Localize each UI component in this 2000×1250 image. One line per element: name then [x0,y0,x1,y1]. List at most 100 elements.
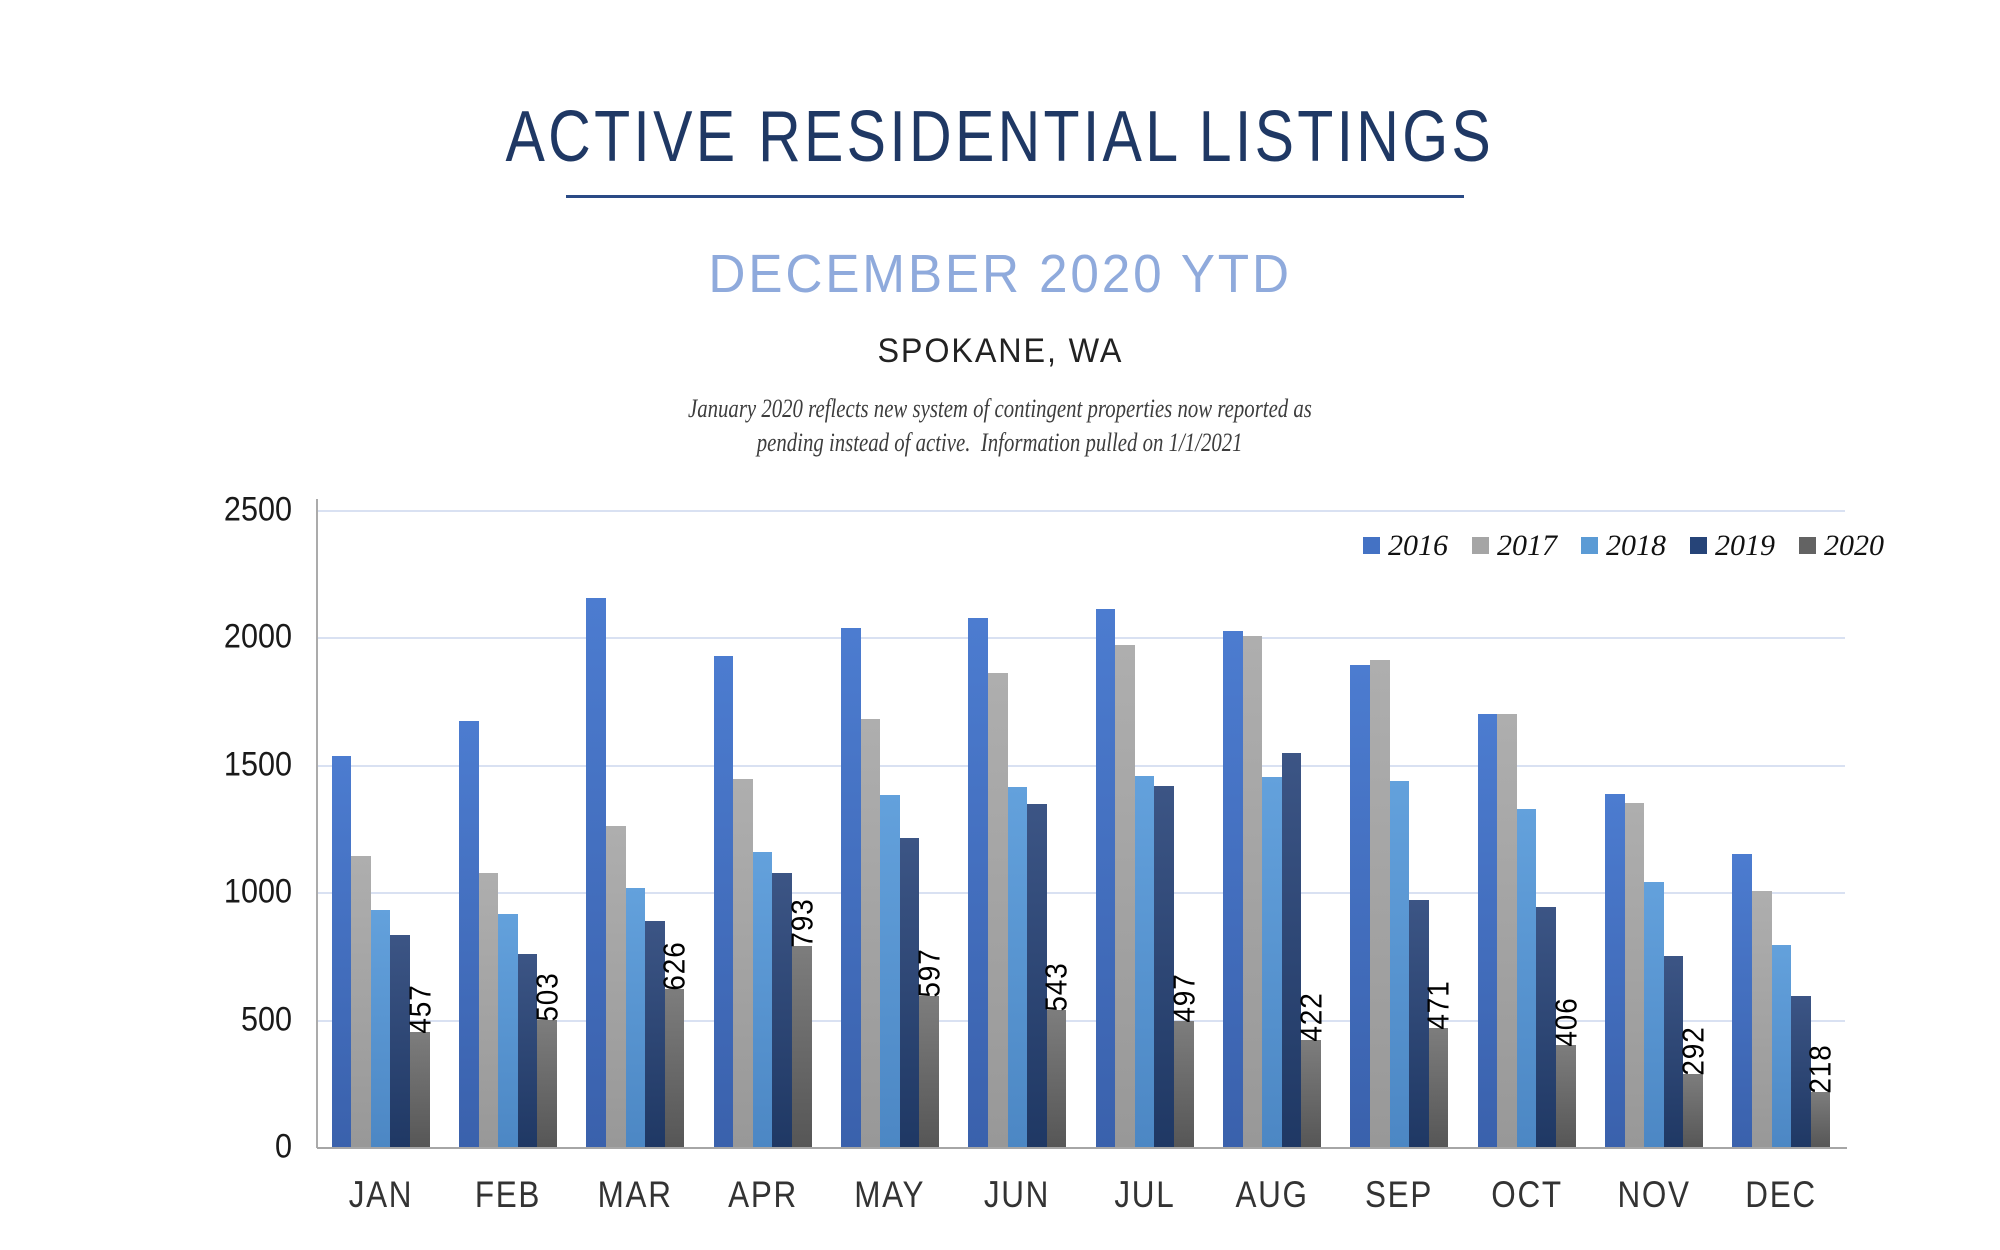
month-group-apr: 793 APR [699,460,826,1215]
bar-2017-sep [1369,660,1390,1148]
month-group-aug: 422 AUG [1208,460,1335,1215]
bar-2016-jul [1095,609,1116,1148]
bar-2020-mar [664,988,685,1148]
bar-2019-dec [1791,996,1811,1148]
legend-label-2020: 2020 [1824,529,1884,562]
bar-2019-nov [1663,955,1684,1148]
legend-item-2017: 2017 [1472,529,1557,562]
bar-2017-mar [605,825,626,1148]
page-title-text: ACTIVE RESIDENTIAL LISTINGS [505,97,1495,177]
x-axis-line [317,1147,1847,1149]
bar-2020-apr [792,945,812,1148]
legend-item-2019: 2019 [1690,529,1775,562]
legend-swatch-2018 [1581,537,1598,554]
x-axis-label-jul: JUL [1114,1174,1176,1215]
bar-2016-sep [1350,665,1370,1148]
legend-label-2018: 2018 [1606,529,1666,562]
bar-2017-aug [1242,635,1263,1148]
bar-2019-sep [1409,899,1429,1148]
bar-2018-oct [1516,809,1537,1148]
legend-item-2020: 2020 [1799,529,1884,562]
bar-2017-jun [987,672,1008,1148]
bar-2016-apr [713,656,734,1148]
bar-2017-jan [351,856,371,1148]
bar-2017-may [860,718,881,1148]
month-group-jul: 497 JUL [1081,460,1208,1215]
gridline-1000 [317,892,1845,895]
legend-item-2016: 2016 [1363,529,1448,562]
title-underline [566,195,1464,198]
bar-2019-jun [1027,804,1047,1148]
bar-2016-dec [1732,853,1752,1148]
legend-label-2016: 2016 [1388,529,1448,562]
bar-2019-aug [1281,753,1302,1148]
bar-2019-jan [390,935,411,1148]
bar-2019-apr [772,872,793,1148]
chart-note-line2: pending instead of active. Information p… [757,428,1243,457]
chart-subtitle-text: DECEMBER 2020 YTD [708,244,1292,304]
x-axis-label-jun: JUN [984,1174,1051,1215]
x-axis-label-feb: FEB [474,1174,542,1215]
y-axis-tick-2000: 2000 [223,618,292,657]
bar-2018-feb [498,913,518,1148]
month-group-may: 597 MAY [826,460,953,1215]
x-axis-label-apr: APR [727,1174,798,1215]
gridline-500 [317,1019,1845,1022]
gridline-2500 [317,510,1845,512]
month-group-oct: 406 OCT [1463,460,1590,1215]
bar-2016-may [840,628,861,1148]
bar-2018-jan [370,909,391,1148]
x-axis-label-aug: AUG [1235,1174,1309,1215]
month-group-sep: 471 SEP [1336,460,1463,1215]
legend-label-2017: 2017 [1497,529,1557,562]
bar-2020-sep [1428,1028,1449,1148]
bar-2018-jul [1134,776,1155,1148]
bar-2020-feb [537,1019,557,1148]
month-group-feb: 503 FEB [444,460,571,1215]
bar-2019-oct [1536,907,1557,1148]
y-axis-tick-0: 0 [274,1127,292,1166]
bar-2018-nov [1644,881,1664,1148]
bar-2020-jul [1174,1021,1194,1148]
bar-2020-oct [1556,1044,1576,1148]
bar-2019-jul [1154,786,1175,1148]
page-title: ACTIVE RESIDENTIAL LISTINGS [0,96,2000,178]
month-group-jun: 543 JUN [954,460,1081,1215]
legend-swatch-2017 [1472,537,1489,554]
y-axis-tick-500: 500 [240,1000,292,1039]
chart-note-line1: January 2020 reflects new system of cont… [688,394,1312,423]
bar-2018-may [880,795,900,1148]
bar-2019-may [899,838,920,1148]
x-axis-label-sep: SEP [1365,1174,1434,1215]
bar-2020-jan [410,1031,430,1148]
bar-2016-oct [1477,713,1498,1148]
legend-swatch-2019 [1690,537,1707,554]
bar-2020-dec [1810,1092,1831,1148]
gridline-2000 [317,637,1845,640]
bar-2016-jan [331,755,352,1148]
x-axis-label-nov: NOV [1617,1174,1691,1215]
bar-2020-may [919,995,939,1148]
bar-2016-mar [586,597,606,1148]
x-axis-label-may: MAY [854,1174,926,1215]
chart-legend: 2016 2017 2018 2019 2020 [1363,529,1908,562]
bar-2018-jun [1007,787,1028,1148]
bar-2017-jul [1115,644,1135,1148]
legend-label-2019: 2019 [1715,529,1775,562]
chart-subtitle: DECEMBER 2020 YTD [0,243,2000,305]
y-axis-tick-1000: 1000 [223,872,292,911]
bar-2017-nov [1624,802,1645,1148]
bar-2016-feb [458,721,479,1148]
bar-2020-aug [1301,1040,1321,1148]
bar-2019-mar [645,921,665,1148]
bar-2018-apr [752,852,773,1148]
x-axis-label-oct: OCT [1490,1174,1563,1215]
chart-location: SPOKANE, WA [0,332,2000,371]
y-axis-tick-2500: 2500 [223,490,292,529]
month-group-dec: 218 DEC [1718,460,1845,1215]
x-axis-label-mar: MAR [597,1174,673,1215]
bar-2017-oct [1497,713,1517,1148]
bar-2016-aug [1222,630,1243,1148]
y-axis-line [316,499,318,1148]
